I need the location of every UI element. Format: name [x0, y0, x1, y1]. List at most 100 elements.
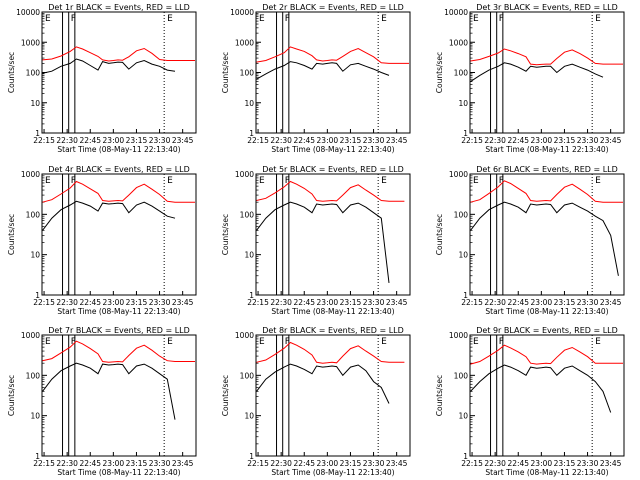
series-line-events	[256, 61, 390, 80]
plot-frame	[41, 173, 197, 296]
x-tick-label: 23:15	[340, 298, 362, 307]
x-tick-label: 22:45	[507, 136, 529, 145]
x-tick-label: 23:30	[363, 298, 385, 307]
y-tick-label: 100	[26, 69, 41, 78]
y-tick-label: 1000	[21, 170, 40, 179]
y-tick-label: 1	[249, 291, 254, 300]
y-tick-label: 100	[240, 69, 255, 78]
x-tick-label: 23:45	[600, 298, 622, 307]
x-tick-label: 23:15	[126, 459, 148, 468]
x-tick-label: 23:45	[386, 298, 408, 307]
x-tick-label: 22:30	[56, 298, 78, 307]
interval-marker-label: E	[473, 14, 479, 24]
panel-title: Det 3r BLACK = Events, RED = LLD	[476, 3, 618, 12]
y-tick-label: 1000	[21, 38, 40, 47]
y-tick-label: 1	[463, 129, 468, 138]
y-tick-label: 10	[458, 99, 468, 108]
y-tick-label: 10	[30, 99, 40, 108]
y-tick-label: 100	[240, 210, 255, 219]
interval-marker-label: E	[259, 337, 265, 347]
plot-frame	[41, 334, 197, 457]
panel-title: Det 2r BLACK = Events, RED = LLD	[262, 3, 404, 12]
y-tick-label: 100	[240, 371, 255, 380]
x-tick-label: 23:15	[554, 298, 576, 307]
x-tick-label: 22:15	[247, 459, 269, 468]
y-axis-label: Counts/sec	[435, 375, 444, 416]
series-line-events	[42, 200, 176, 231]
x-tick-label: 22:15	[33, 298, 55, 307]
x-tick-label: 23:15	[126, 136, 148, 145]
x-tick-label: 22:45	[293, 459, 315, 468]
y-tick-label: 100	[454, 210, 469, 219]
x-tick-label: 23:30	[149, 459, 171, 468]
x-tick-label: 22:30	[484, 459, 506, 468]
x-tick-label: 22:30	[56, 459, 78, 468]
x-tick-label: 23:30	[149, 298, 171, 307]
y-tick-label: 1	[463, 452, 468, 461]
interval-marker-label: E	[259, 14, 265, 24]
x-axis-label: Start Time (08-May-11 22:13:40)	[271, 307, 394, 316]
x-tick-label: 23:15	[126, 298, 148, 307]
x-tick-label: 23:30	[577, 459, 599, 468]
x-tick-label: 22:30	[484, 298, 506, 307]
y-axis-label: Counts/sec	[435, 52, 444, 93]
x-tick-label: 23:45	[172, 136, 194, 145]
series-line-lld	[42, 180, 195, 203]
y-tick-label: 1000	[449, 331, 468, 340]
x-axis-label: Start Time (08-May-11 22:13:40)	[57, 307, 180, 316]
interval-marker-label: E	[259, 176, 265, 186]
detector-panel-4: Det 4r BLACK = Events, RED = LLD 1 10 100 10…	[7, 165, 197, 316]
interval-marker-label: E	[45, 176, 51, 186]
interval-marker-label: E	[167, 14, 173, 24]
plot-frame	[255, 11, 411, 134]
x-axis-label: Start Time (08-May-11 22:13:40)	[485, 145, 608, 154]
series-line-lld	[256, 341, 405, 364]
x-tick-label: 23:45	[386, 136, 408, 145]
panel-title: Det 4r BLACK = Events, RED = LLD	[48, 165, 190, 174]
y-axis-label: Counts/sec	[7, 52, 16, 93]
y-tick-label: 1000	[235, 170, 254, 179]
detector-panel-8: Det 8r BLACK = Events, RED = LLD 1 10 100 10…	[221, 326, 411, 477]
x-tick-label: 22:45	[507, 459, 529, 468]
y-tick-label: 1	[35, 291, 40, 300]
y-tick-label: 100	[454, 69, 469, 78]
interval-marker-label: E	[45, 337, 51, 347]
x-tick-label: 23:00	[103, 459, 125, 468]
interval-marker-label: F	[71, 14, 76, 24]
panel-title: Det 5r BLACK = Events, RED = LLD	[262, 165, 404, 174]
interval-marker-label: E	[381, 337, 387, 347]
detector-panel-7: Det 7r BLACK = Events, RED = LLD 1 10 100 10…	[7, 326, 197, 477]
plot-frame	[255, 173, 411, 296]
series-line-lld	[470, 344, 623, 365]
interval-marker-label: F	[285, 337, 290, 347]
series-line-lld	[256, 180, 405, 202]
y-tick-label: 1000	[235, 331, 254, 340]
y-axis-label: Counts/sec	[435, 214, 444, 255]
x-tick-label: 23:45	[386, 459, 408, 468]
series-line-events	[470, 201, 619, 276]
interval-marker-label: E	[167, 176, 173, 186]
x-tick-label: 23:00	[531, 136, 553, 145]
interval-marker-label: E	[45, 14, 51, 24]
x-tick-label: 22:15	[247, 298, 269, 307]
y-tick-label: 100	[26, 210, 41, 219]
interval-marker-label: F	[71, 176, 76, 186]
y-axis-label: Counts/sec	[221, 375, 230, 416]
series-line-events	[42, 58, 176, 74]
x-axis-label: Start Time (08-May-11 22:13:40)	[271, 145, 394, 154]
x-axis-label: Start Time (08-May-11 22:13:40)	[57, 145, 180, 154]
plot-frame	[41, 11, 197, 134]
x-tick-label: 23:00	[531, 459, 553, 468]
detector-panel-6: Det 6r BLACK = Events, RED = LLD 1 10 100 10…	[435, 165, 625, 316]
y-tick-label: 1000	[449, 170, 468, 179]
x-tick-label: 23:15	[340, 136, 362, 145]
interval-marker-label: E	[381, 176, 387, 186]
x-tick-label: 23:15	[340, 459, 362, 468]
x-axis-label: Start Time (08-May-11 22:13:40)	[485, 468, 608, 477]
series-line-lld	[470, 48, 623, 66]
x-tick-label: 23:15	[554, 459, 576, 468]
y-tick-label: 10000	[230, 8, 254, 17]
x-axis-label: Start Time (08-May-11 22:13:40)	[57, 468, 180, 477]
x-tick-label: 22:15	[33, 459, 55, 468]
x-tick-label: 22:30	[270, 459, 292, 468]
